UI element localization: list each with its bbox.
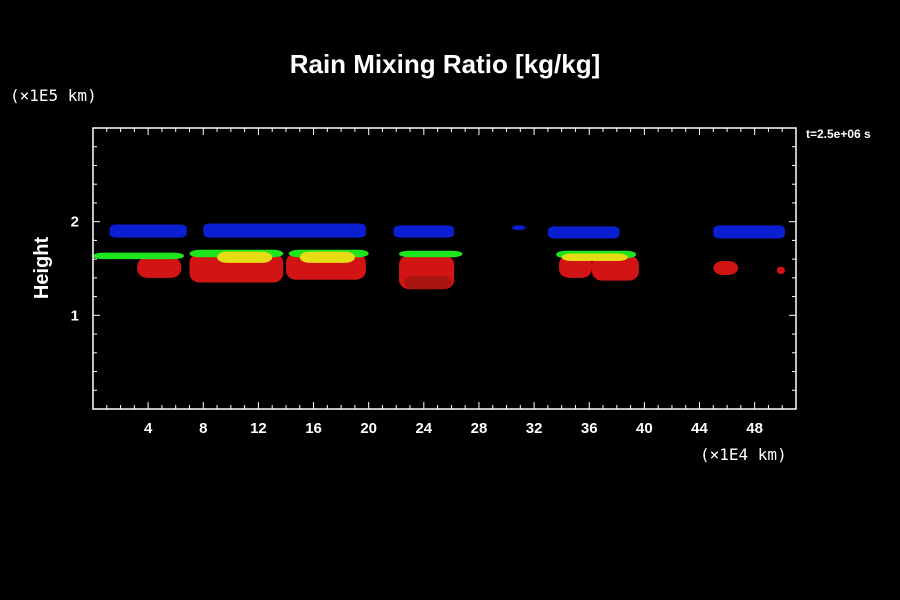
x-tick-label-20: 20	[360, 420, 377, 437]
data-layer	[93, 223, 785, 290]
contour-region-yellow-3	[561, 253, 628, 262]
x-tick-label-36: 36	[581, 420, 598, 437]
contour-region-red-7	[713, 261, 739, 276]
contour-region-blue-5	[547, 226, 620, 239]
x-tick-label-4: 4	[144, 420, 153, 437]
contour-region-blue-4	[512, 225, 526, 231]
x-tick-label-48: 48	[746, 420, 763, 437]
x-tick-label-8: 8	[199, 420, 207, 437]
x-tick-label-40: 40	[636, 420, 653, 437]
contour-region-darkred-1	[404, 275, 452, 290]
contour-region-green-1	[93, 252, 184, 260]
contour-region-blue-3	[393, 225, 455, 238]
time-label: t=2.5e+06 s	[806, 127, 871, 141]
contour-region-yellow-2	[299, 251, 355, 263]
x-unit-label: (×1E4 km)	[700, 445, 787, 464]
chart-title: Rain Mixing Ratio [kg/kg]	[290, 49, 601, 79]
contour-region-red-1	[137, 257, 182, 278]
x-tick-label-44: 44	[691, 420, 708, 437]
x-tick-label-24: 24	[415, 420, 432, 437]
x-tick-label-12: 12	[250, 420, 267, 437]
y-tick-label-2: 2	[71, 214, 79, 231]
contour-region-red-8	[776, 266, 785, 275]
x-tick-label-28: 28	[471, 420, 488, 437]
contour-region-blue-1	[109, 224, 187, 238]
y-tick-label-1: 1	[71, 307, 79, 324]
x-tick-label-32: 32	[526, 420, 543, 437]
x-tick-label-16: 16	[305, 420, 322, 437]
contour-region-yellow-1	[217, 251, 273, 263]
contour-region-blue-6	[713, 225, 785, 239]
contour-region-green-4	[399, 250, 463, 258]
y-axis-title: Height	[31, 237, 53, 300]
contour-region-red-6	[591, 255, 639, 281]
contour-region-blue-2	[203, 223, 366, 238]
y-unit-label: (×1E5 km)	[10, 86, 97, 105]
plot-frame	[92, 127, 797, 410]
